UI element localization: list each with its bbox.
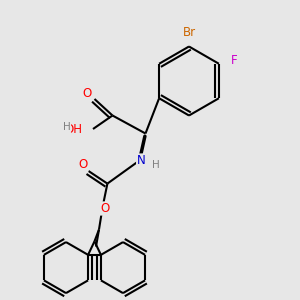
Text: O: O (82, 87, 91, 100)
Text: F: F (231, 54, 237, 67)
Text: O: O (79, 158, 88, 172)
Text: H: H (63, 122, 70, 133)
Text: O: O (100, 202, 109, 215)
Text: H: H (152, 160, 160, 170)
Text: N: N (136, 154, 146, 167)
Text: Br: Br (182, 26, 196, 40)
Text: OH: OH (64, 122, 82, 136)
